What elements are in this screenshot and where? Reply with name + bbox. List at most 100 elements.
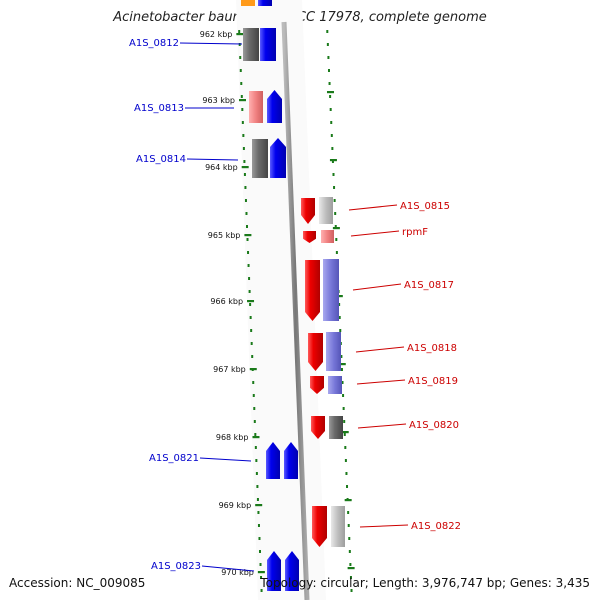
scale-dot bbox=[248, 277, 251, 280]
scale-dot bbox=[338, 316, 341, 319]
scale-dot bbox=[250, 342, 253, 345]
scale-dot bbox=[347, 511, 350, 514]
gene-label-reverse[interactable]: A1S_0819 bbox=[408, 376, 458, 387]
kbp-tick-label: 966 kbp bbox=[210, 297, 243, 306]
gene-feature[interactable] bbox=[243, 28, 259, 61]
scale-dot bbox=[256, 485, 259, 488]
scale-dot bbox=[334, 225, 337, 228]
kbp-tick-label: 968 kbp bbox=[216, 433, 249, 442]
scale-dot bbox=[327, 69, 330, 72]
gene-feature[interactable] bbox=[311, 416, 325, 439]
kbp-tick-label: 963 kbp bbox=[202, 96, 235, 105]
gene-feature[interactable] bbox=[328, 376, 342, 394]
gene-feature[interactable] bbox=[284, 442, 298, 479]
gene-label-forward[interactable]: A1S_0821 bbox=[149, 453, 199, 464]
gene-feature[interactable] bbox=[258, 0, 272, 6]
gene-feature[interactable] bbox=[266, 442, 280, 479]
genome-summary-text: Topology: circular; Length: 3,976,747 bp… bbox=[260, 576, 590, 590]
gene-feature[interactable] bbox=[312, 506, 327, 547]
gene-feature[interactable] bbox=[285, 551, 299, 591]
kbp-tick-label: 969 kbp bbox=[219, 501, 252, 510]
kbp-tick-mark bbox=[239, 99, 246, 102]
scale-dot bbox=[256, 498, 259, 501]
scale-dot bbox=[247, 264, 250, 267]
gene-label-reverse[interactable]: A1S_0815 bbox=[400, 201, 450, 212]
gene-feature[interactable] bbox=[241, 0, 255, 6]
gene-feature[interactable] bbox=[301, 198, 315, 224]
gene-feature[interactable] bbox=[308, 333, 323, 371]
scale-dot bbox=[244, 199, 247, 202]
gene-label-reverse[interactable]: A1S_0818 bbox=[407, 343, 457, 354]
gene-feature[interactable] bbox=[249, 91, 263, 123]
gene-label-reverse[interactable]: rpmF bbox=[402, 227, 428, 238]
scale-dot bbox=[335, 251, 338, 254]
gene-label-forward[interactable]: A1S_0823 bbox=[151, 561, 201, 572]
scale-dot bbox=[328, 82, 331, 85]
scale-dot bbox=[239, 56, 242, 59]
gene-label-forward[interactable]: A1S_0813 bbox=[134, 103, 184, 114]
scale-dot bbox=[335, 238, 338, 241]
scale-dot bbox=[242, 134, 245, 137]
gene-leader-line bbox=[350, 230, 400, 237]
scale-dot bbox=[342, 394, 345, 397]
gene-feature[interactable] bbox=[252, 139, 268, 178]
gene-feature[interactable] bbox=[326, 332, 341, 371]
genome-backbone bbox=[281, 21, 310, 600]
gene-labels: A1S_0812 A1S_0813 A1S_0814 A1S_0821 A1S_0823… bbox=[129, 38, 461, 572]
scale-dot bbox=[345, 472, 348, 475]
scale-dot bbox=[238, 30, 241, 33]
scale-dot bbox=[326, 30, 329, 33]
scale-dot bbox=[239, 69, 242, 72]
gene-label-forward[interactable]: A1S_0812 bbox=[129, 38, 179, 49]
kbp-tick-mark bbox=[244, 234, 252, 237]
gene-leader-line bbox=[201, 565, 255, 572]
kbp-tick-mark bbox=[332, 227, 340, 230]
gene-label-reverse[interactable]: A1S_0820 bbox=[409, 420, 459, 431]
gene-feature[interactable] bbox=[270, 138, 286, 178]
gene-leader-line bbox=[356, 379, 406, 385]
scale-dot bbox=[260, 589, 263, 592]
scale-dot bbox=[253, 420, 256, 423]
gene-feature[interactable] bbox=[331, 506, 345, 547]
scale-dot bbox=[238, 43, 241, 46]
kbp-tick-mark bbox=[329, 159, 337, 162]
gene-label-reverse[interactable]: A1S_0817 bbox=[404, 280, 454, 291]
gene-feature[interactable] bbox=[319, 197, 333, 224]
scale-dot bbox=[260, 576, 263, 579]
gene-leader-line bbox=[186, 158, 239, 161]
gene-feature[interactable] bbox=[323, 259, 339, 321]
gene-leader-line bbox=[179, 42, 243, 45]
scale-dot bbox=[241, 121, 244, 124]
gene-feature[interactable] bbox=[260, 28, 276, 61]
scale-dot bbox=[240, 95, 243, 98]
kbp-tick-mark bbox=[236, 33, 244, 36]
scale-dot bbox=[240, 82, 243, 85]
gene-feature[interactable] bbox=[321, 230, 334, 243]
gene-leader-line bbox=[355, 346, 405, 353]
scale-dot bbox=[326, 43, 329, 46]
gene-label-forward[interactable]: A1S_0814 bbox=[136, 154, 186, 165]
gene-feature[interactable] bbox=[310, 376, 324, 394]
scale-dot bbox=[330, 121, 333, 124]
gene-feature[interactable] bbox=[303, 231, 316, 243]
gene-feature[interactable] bbox=[305, 260, 320, 321]
scale-dot bbox=[243, 160, 246, 163]
gene-leader-line bbox=[348, 204, 398, 211]
kbp-tick-mark bbox=[241, 166, 249, 169]
scale-dot bbox=[333, 199, 336, 202]
gene-leader-line bbox=[357, 423, 407, 429]
scale-dot bbox=[252, 381, 255, 384]
gene-leader-line bbox=[199, 457, 252, 462]
gene-feature[interactable] bbox=[267, 551, 281, 591]
scale-dot bbox=[253, 407, 256, 410]
scale-dot bbox=[333, 186, 336, 189]
kbp-tick-mark bbox=[338, 363, 346, 366]
kbp-tick-label: 962 kbp bbox=[200, 30, 233, 39]
gene-feature[interactable] bbox=[267, 90, 282, 123]
kbp-tick-label: 964 kbp bbox=[205, 163, 238, 172]
gene-feature[interactable] bbox=[329, 416, 343, 439]
scale-dot bbox=[331, 147, 334, 150]
gene-label-reverse[interactable]: A1S_0822 bbox=[411, 521, 461, 532]
scale-dot bbox=[249, 316, 252, 319]
